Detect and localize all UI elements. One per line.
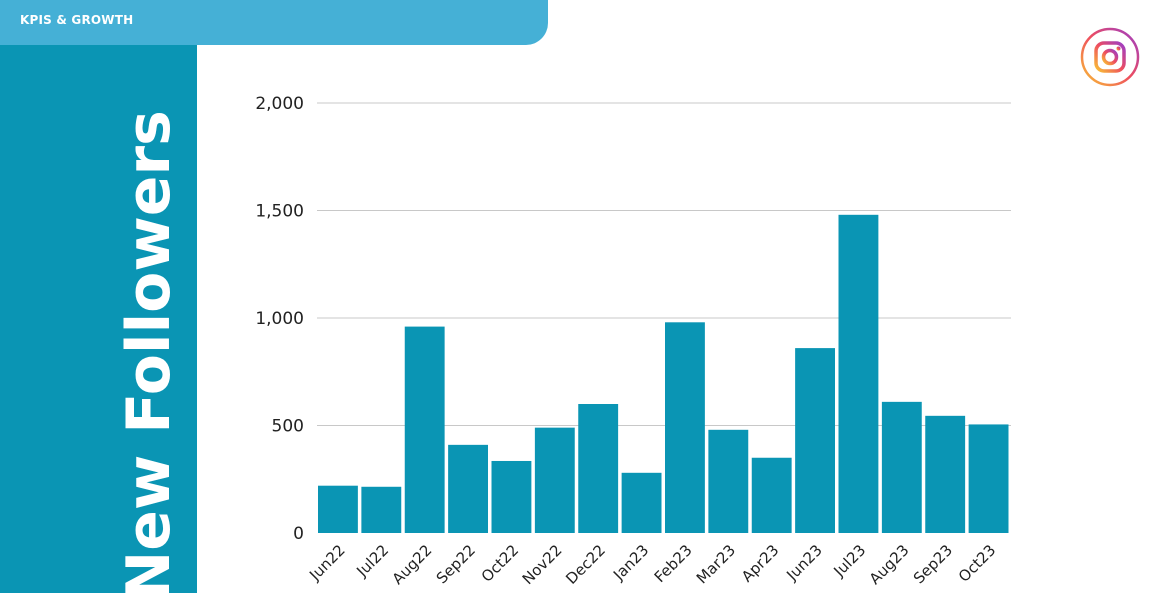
x-tick-label: Nov22 bbox=[519, 541, 566, 588]
x-tick-label: Aug22 bbox=[389, 541, 436, 588]
instagram-icon bbox=[1080, 27, 1140, 87]
bar-nov22 bbox=[534, 427, 575, 533]
bar-jun23 bbox=[795, 348, 835, 533]
bar-aug23 bbox=[881, 401, 922, 533]
bar-aug22 bbox=[404, 326, 445, 533]
bar-feb23 bbox=[665, 322, 705, 533]
bar-sep23 bbox=[925, 415, 966, 533]
x-tick-label: Jul23 bbox=[830, 541, 870, 581]
y-tick-label: 1,000 bbox=[255, 309, 304, 329]
x-tick-label: Sep22 bbox=[433, 541, 479, 587]
section-tab: KPIS & GROWTH bbox=[0, 0, 548, 45]
x-tick-label: Jun23 bbox=[782, 541, 826, 585]
x-tick-label: Mar23 bbox=[693, 541, 739, 587]
bar-dec22 bbox=[578, 404, 619, 533]
y-tick-label: 0 bbox=[293, 524, 304, 544]
bar-jan23 bbox=[621, 472, 662, 533]
bar-apr23 bbox=[751, 457, 792, 533]
x-tick-label: Jun22 bbox=[305, 541, 349, 585]
bar-oct23 bbox=[968, 424, 1009, 533]
bar-jul23 bbox=[838, 214, 879, 534]
x-tick-label: Jul22 bbox=[352, 541, 392, 581]
x-tick-label: Dec22 bbox=[562, 541, 609, 588]
bar-jun22 bbox=[318, 485, 358, 533]
y-tick-label: 1,500 bbox=[255, 202, 304, 222]
section-tab-label: KPIS & GROWTH bbox=[20, 13, 134, 27]
bar-mar23 bbox=[708, 429, 749, 533]
x-tick-label: Oct23 bbox=[955, 541, 1000, 586]
y-tick-label: 2,000 bbox=[255, 94, 304, 114]
x-tick-label: Apr23 bbox=[738, 541, 783, 586]
x-tick-label: Oct22 bbox=[478, 541, 523, 586]
side-banner: New Followers bbox=[0, 45, 197, 593]
bar-oct22 bbox=[491, 460, 532, 533]
x-tick-label: Jan23 bbox=[609, 541, 652, 584]
y-tick-label: 500 bbox=[272, 417, 304, 437]
bar-sep22 bbox=[448, 444, 488, 533]
bar-jul22 bbox=[361, 486, 402, 533]
x-tick-label: Feb23 bbox=[651, 541, 696, 586]
x-tick-label: Sep23 bbox=[910, 541, 956, 587]
x-tick-label: Aug23 bbox=[866, 541, 913, 588]
